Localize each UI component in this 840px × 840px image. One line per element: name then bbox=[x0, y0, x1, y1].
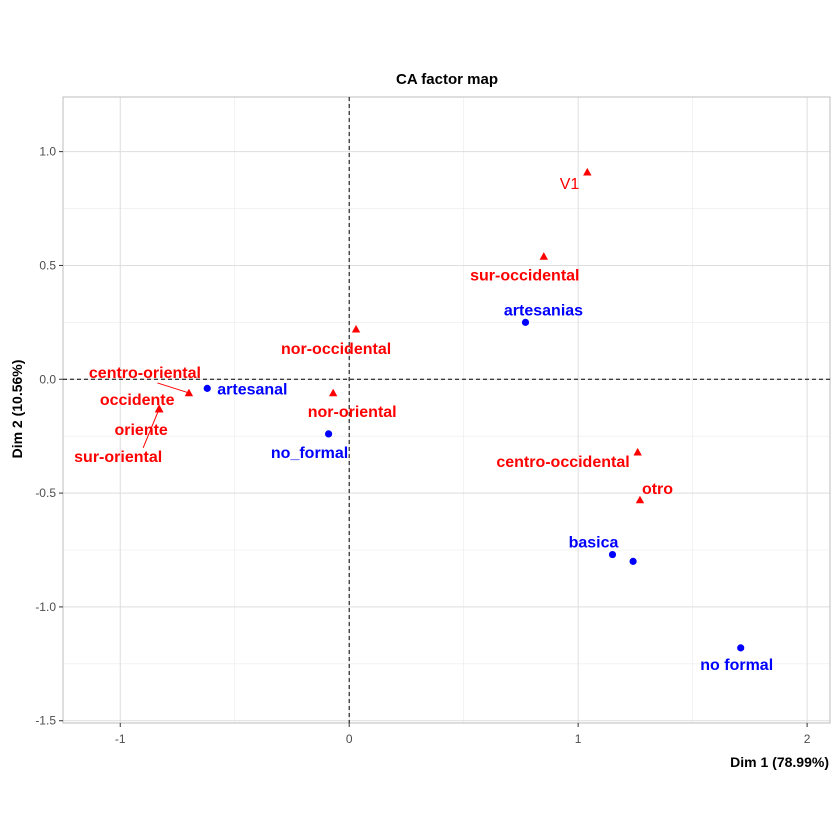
label-leader-line bbox=[142, 408, 160, 449]
point-label: sur-oriental bbox=[74, 449, 162, 466]
column-point-triangle bbox=[633, 447, 642, 456]
point-label: otro bbox=[642, 481, 673, 498]
row-point-circle bbox=[737, 644, 745, 652]
reference-lines bbox=[63, 97, 830, 723]
column-point-triangle bbox=[583, 167, 592, 176]
row-point-circle bbox=[521, 318, 530, 326]
y-tick-label: -1.0 bbox=[35, 600, 56, 614]
x-tick-label: 1 bbox=[575, 732, 582, 746]
row-point-circle bbox=[203, 384, 211, 392]
grid-lines bbox=[63, 97, 830, 723]
y-tick-label: 1.0 bbox=[39, 145, 56, 159]
point-label: artesanias bbox=[504, 302, 583, 319]
y-tick-label: -1.5 bbox=[35, 714, 56, 728]
x-tick-label: 2 bbox=[804, 732, 811, 746]
column-point-triangle bbox=[154, 404, 164, 413]
x-tick-label: -1 bbox=[115, 732, 126, 746]
column-point-triangle bbox=[351, 324, 361, 333]
point-label: no_formal bbox=[271, 445, 348, 462]
column-point-triangle bbox=[635, 495, 645, 504]
row-point-circle bbox=[608, 550, 617, 559]
point-label: artesanal bbox=[217, 381, 287, 398]
y-tick-label: -0.5 bbox=[35, 486, 56, 500]
point-label: nor-occidental bbox=[281, 341, 391, 358]
row-point-circle bbox=[629, 557, 637, 565]
point-label: centro-occidental bbox=[496, 454, 629, 471]
point-label: oriente bbox=[114, 422, 167, 439]
axis-ticks: -1 0 1 2 -1.5 -1.0 -0.5 0.0 0.5 1.0 bbox=[35, 145, 810, 746]
y-axis-label: Dim 2 (10.56%) bbox=[9, 360, 25, 459]
column-point-triangle bbox=[328, 388, 338, 397]
x-axis-label: Dim 1 (78.99%) bbox=[730, 754, 829, 770]
label-leader-line bbox=[157, 382, 190, 394]
row-point-circle bbox=[324, 430, 333, 438]
point-labels: V1 sur-occidental nor-occidental nor-orient… bbox=[74, 176, 773, 674]
point-label: occidente bbox=[100, 392, 175, 409]
point-label: V1 bbox=[560, 176, 580, 193]
y-tick-label: 0.5 bbox=[39, 258, 56, 272]
point-label: no formal bbox=[700, 657, 773, 674]
point-label: centro-oriental bbox=[89, 365, 201, 382]
chart-title: CA factor map bbox=[396, 71, 498, 88]
plot-panel-border bbox=[62, 96, 831, 724]
y-tick-label: 0.0 bbox=[39, 372, 56, 386]
point-label: basica bbox=[569, 535, 619, 552]
point-label: nor-oriental bbox=[308, 404, 397, 421]
point-label: sur-occidental bbox=[470, 267, 579, 284]
x-tick-label: 0 bbox=[346, 732, 353, 746]
column-point-triangle bbox=[539, 252, 549, 260]
